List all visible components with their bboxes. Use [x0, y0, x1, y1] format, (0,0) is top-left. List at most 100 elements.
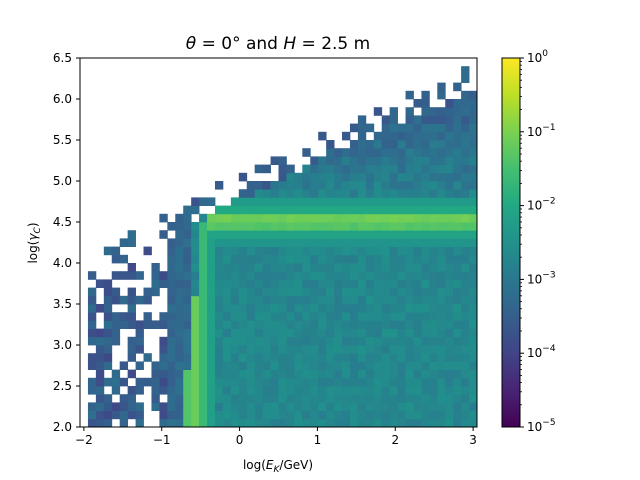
heatmap-cell	[326, 369, 335, 379]
heatmap-cell	[103, 320, 113, 329]
heatmap-cell	[183, 263, 192, 272]
heatmap-cell	[302, 287, 311, 297]
heatmap-cell	[334, 172, 343, 182]
heatmap-cell	[381, 197, 391, 206]
heatmap-cell	[373, 369, 383, 379]
heatmap-cell	[238, 369, 248, 379]
heatmap-cell	[381, 254, 391, 264]
heatmap-cell	[318, 238, 327, 247]
heatmap-cell	[310, 230, 319, 239]
heatmap-cell	[365, 164, 375, 174]
heatmap-cell	[214, 386, 224, 395]
heatmap-cell	[397, 394, 406, 403]
heatmap-cell	[207, 312, 216, 321]
heatmap-cell	[461, 402, 470, 411]
heatmap-cell	[421, 279, 430, 288]
heatmap-cell	[342, 197, 351, 206]
heatmap-cell	[381, 189, 391, 198]
heatmap-cell	[445, 328, 454, 338]
heatmap-cell	[373, 156, 383, 165]
heatmap-cell	[238, 246, 248, 256]
heatmap-cell	[349, 295, 359, 305]
heatmap-cell	[461, 222, 470, 231]
heatmap-cell	[421, 394, 430, 403]
heatmap-cell	[453, 279, 462, 288]
heatmap-cell	[302, 279, 311, 288]
heatmap-cell	[437, 336, 446, 346]
heatmap-cell	[437, 418, 446, 428]
heatmap-cell	[365, 238, 375, 247]
heatmap-cell	[103, 377, 113, 387]
heatmap-cell	[326, 213, 335, 223]
heatmap-cell	[318, 353, 327, 362]
heatmap-cell	[421, 156, 430, 165]
heatmap-cell	[294, 377, 303, 387]
heatmap-cell	[357, 386, 367, 395]
heatmap-cell	[357, 230, 367, 239]
heatmap-cell	[429, 312, 438, 321]
heatmap-cell	[413, 418, 422, 428]
heatmap-cell	[349, 410, 359, 420]
heatmap-cell	[453, 123, 462, 133]
heatmap-cell	[167, 263, 176, 272]
heatmap-cell	[326, 361, 335, 370]
heatmap-cell	[183, 295, 192, 305]
heatmap-cell	[207, 394, 216, 403]
heatmap-cell	[207, 418, 216, 428]
heatmap-cell	[278, 295, 287, 305]
heatmap-cell	[453, 213, 462, 223]
heatmap-cell	[183, 377, 192, 387]
heatmap-cell	[389, 361, 398, 370]
heatmap-cell	[191, 328, 200, 338]
heatmap-cell	[334, 279, 343, 288]
heatmap-cell	[373, 279, 383, 288]
heatmap-cell	[286, 336, 295, 346]
heatmap-cell	[421, 148, 430, 157]
heatmap-cell	[365, 172, 375, 182]
heatmap-cell	[238, 345, 248, 354]
heatmap-cell	[389, 279, 398, 288]
heatmap-cell	[199, 328, 208, 338]
heatmap-cell	[87, 287, 97, 297]
heatmap-cell	[357, 361, 367, 370]
heatmap-cell	[262, 320, 271, 329]
heatmap-cell	[381, 238, 391, 247]
heatmap-cell	[381, 320, 391, 329]
heatmap-cell	[286, 181, 295, 190]
heatmap-cell	[167, 254, 176, 264]
heatmap-cell	[238, 263, 248, 272]
heatmap-cell	[167, 222, 176, 231]
heatmap-cell	[230, 418, 240, 428]
heatmap-cell	[461, 287, 470, 297]
heatmap-cell	[286, 263, 295, 272]
heatmap-cell	[381, 361, 391, 370]
heatmap-cell	[381, 345, 391, 354]
heatmap-cell	[302, 148, 311, 157]
heatmap-cell	[429, 328, 438, 338]
heatmap-cell	[294, 181, 303, 190]
heatmap-cell	[294, 197, 303, 206]
heatmap-cell	[278, 377, 287, 387]
heatmap-cell	[262, 271, 271, 280]
heatmap-cell	[270, 246, 279, 256]
heatmap-cell	[373, 254, 383, 264]
heatmap-cell	[349, 287, 359, 297]
heatmap-cell	[397, 181, 406, 190]
heatmap-cell	[294, 353, 303, 362]
heatmap-cell	[357, 189, 367, 198]
heatmap-cell	[461, 123, 470, 133]
heatmap-cell	[246, 312, 256, 321]
heatmap-cell	[310, 222, 319, 231]
heatmap-cell	[318, 304, 327, 313]
heatmap-cell	[167, 279, 176, 288]
heatmap-cell	[199, 213, 208, 223]
heatmap-cell	[199, 271, 208, 280]
heatmap-cell	[143, 246, 152, 256]
heatmap-cell	[445, 304, 454, 313]
heatmap-cell	[254, 320, 264, 329]
heatmap-cell	[349, 304, 359, 313]
heatmap-cell	[183, 394, 192, 403]
plot-frame	[79, 57, 478, 428]
heatmap-cell	[127, 295, 136, 305]
heatmap-cell	[365, 386, 375, 395]
